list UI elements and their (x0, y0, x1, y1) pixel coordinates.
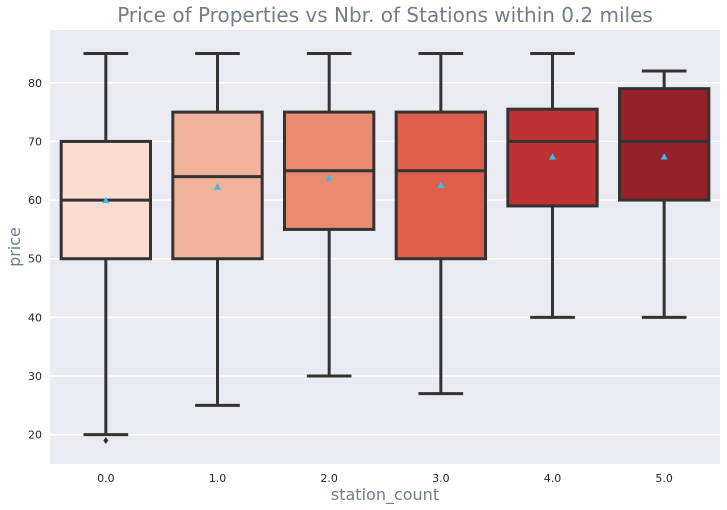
mean-marker (325, 174, 333, 181)
x-tick-label: 1.0 (209, 472, 227, 485)
mean-marker (549, 153, 556, 160)
box-group (618, 69, 711, 319)
y-tick-label: 20 (28, 429, 42, 442)
y-tick-label: 50 (28, 253, 42, 266)
box-group (59, 51, 153, 445)
x-tick-label: 0.0 (97, 472, 115, 485)
y-axis-ticks: 20 30 40 50 60 70 80 (28, 77, 42, 442)
x-tick-label: 4.0 (544, 472, 562, 485)
x-tick-label: 5.0 (655, 472, 673, 485)
x-axis-label: station_count (331, 485, 439, 505)
x-tick-label: 2.0 (320, 472, 338, 485)
box-group (506, 51, 599, 319)
grid-lines (50, 82, 720, 436)
y-tick-label: 70 (28, 135, 42, 148)
mean-marker (437, 181, 445, 188)
y-tick-label: 40 (28, 311, 42, 324)
x-tick-label: 3.0 (432, 472, 450, 485)
mean-marker (660, 153, 668, 160)
mean-marker (214, 183, 221, 190)
y-axis-label: price (5, 227, 24, 267)
y-tick-label: 80 (28, 77, 42, 90)
plot-background (50, 30, 720, 464)
box-series (59, 51, 711, 445)
chart-title: Price of Properties vs Nbr. of Stations … (117, 3, 653, 27)
outlier-point (103, 437, 109, 445)
box-group (283, 51, 376, 378)
box-group (171, 51, 264, 407)
box (618, 87, 711, 202)
mean-marker (102, 196, 110, 204)
box-group (394, 51, 487, 396)
y-tick-label: 60 (28, 194, 42, 207)
x-axis-ticks: 0.0 1.0 2.0 3.0 4.0 5.0 (97, 472, 673, 485)
y-tick-label: 30 (28, 370, 42, 383)
